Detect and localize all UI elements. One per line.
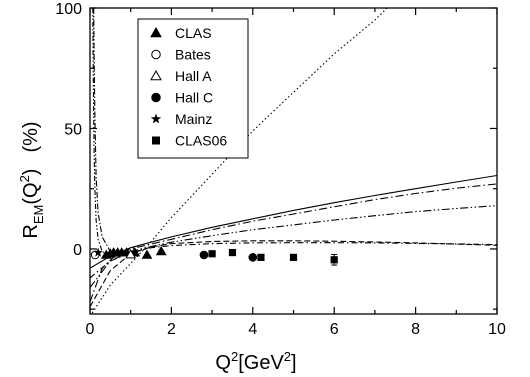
legend-label-hall-a: Hall A [175, 68, 212, 84]
curve-dashed [90, 240, 497, 308]
legend-label-clas: CLAS [175, 25, 212, 41]
legend-marker-hall-c [151, 92, 161, 103]
curve-dash-dot-dot [90, 205, 497, 288]
x-axis-title: Q2[GeV2] [215, 349, 296, 374]
point-hall-a [125, 248, 137, 259]
x-tick-label: 8 [411, 321, 420, 338]
point-mainz [93, 247, 103, 257]
x-tick-label: 6 [330, 321, 339, 338]
data-points [90, 245, 338, 266]
legend-marker-clas06 [152, 136, 160, 145]
curve-dash-dot-dot-steep [92, 8, 123, 257]
legend-label-clas06: CLAS06 [175, 133, 227, 149]
legend-marker-clas [150, 26, 162, 38]
point-clas06 [289, 253, 298, 261]
curve-dash-dot-steep [93, 8, 123, 255]
point-clas [155, 245, 167, 256]
point-clas06 [208, 250, 216, 258]
legend: CLAS Bates Hall A Hall C Mainz CLAS06 [137, 18, 249, 159]
x-tick-label: 2 [167, 321, 176, 338]
y-axis-title: REM(Q2)(%) [17, 121, 46, 238]
y-tick-label: 50 [64, 121, 82, 138]
legend-label-mainz: Mainz [175, 111, 212, 127]
curve-solid [90, 174, 497, 269]
point-hall-c [199, 250, 209, 260]
legend-marker-bates [151, 49, 161, 60]
x-tick-label: 4 [248, 321, 257, 338]
point-hall-c [248, 253, 258, 262]
legend-label-hall-c: Hall C [175, 90, 213, 106]
legend-marker-hall-a [150, 69, 162, 81]
curve-dash-dot [90, 183, 497, 303]
legend-label-bates: Bates [175, 47, 211, 63]
point-clas06 [228, 248, 237, 257]
point-clas06 [330, 256, 338, 264]
legend-box [137, 18, 249, 159]
point-clas [141, 249, 153, 259]
y-tick-label: 0 [73, 242, 82, 259]
point-clas06 [257, 253, 265, 261]
x-tick-label: 10 [488, 321, 506, 338]
curve-dash-dot-near-zero [90, 242, 497, 279]
legend-marker-mainz [150, 113, 162, 124]
y-tick-label: 100 [55, 1, 82, 18]
x-tick-label: 0 [86, 321, 95, 338]
